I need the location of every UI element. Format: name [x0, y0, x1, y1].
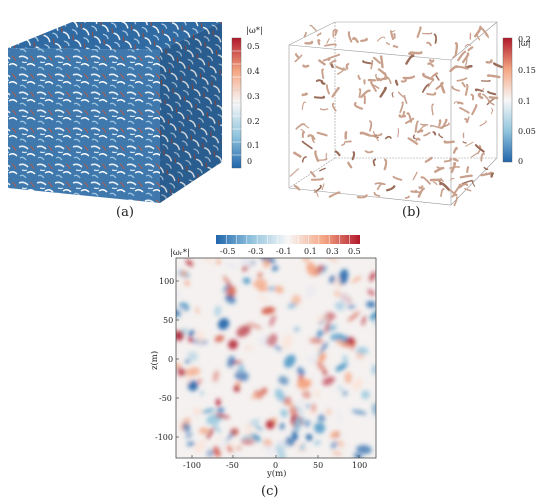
colorbar-c-tick: -0.5 — [220, 247, 235, 256]
y-tick: -100 — [155, 433, 173, 442]
colorbar-b-tick: 0 — [518, 157, 523, 166]
x-axis-label: y(m) — [266, 468, 287, 478]
x-tick: 100 — [352, 461, 367, 470]
colorbar-a-tick: 0.2 — [247, 117, 260, 126]
colorbar-a-tick: 0 — [247, 157, 252, 166]
colorbar-c-tick: -0.1 — [276, 247, 291, 256]
colorbar-b-tick: 0.1 — [518, 97, 531, 106]
cube-front-face — [8, 48, 160, 203]
y-tick: -50 — [159, 394, 172, 403]
y-tick: 50 — [163, 316, 173, 325]
x-tick: 50 — [313, 461, 323, 470]
vorticity-contour-field — [176, 258, 376, 458]
y-axis-label: z(m) — [150, 351, 160, 370]
colorbar-b — [502, 37, 513, 163]
colorbar-b-tick: 0.05 — [518, 127, 536, 136]
colorbar-a-tick: 0.1 — [247, 141, 260, 150]
colorbar-c-label: |ωᵣ*| — [170, 248, 190, 258]
y-tick: 100 — [159, 277, 174, 286]
colorbar-a-tick: 0.4 — [247, 67, 260, 76]
colorbar-c-tick: 0.1 — [304, 247, 317, 256]
colorbar-a-label: |ω*| — [246, 26, 263, 36]
vortex-isosurfaces — [289, 24, 503, 207]
colorbar-b-label: |ω| — [518, 39, 531, 49]
x-tick: -50 — [226, 461, 239, 470]
colorbar-a — [231, 37, 242, 169]
cube-side-face — [160, 22, 222, 203]
colorbar-b-tick: 0.15 — [518, 66, 536, 75]
colorbar-a-tick: 0.3 — [247, 92, 260, 101]
caption-a: (a) — [116, 205, 134, 220]
colorbar-c-tick: -0.3 — [248, 247, 263, 256]
colorbar-a-tick: 0.5 — [247, 42, 260, 51]
panel-c: |ωᵣ*| -0.5 -0.3 -0.1 0.1 0.3 0.5 -100 -5… — [150, 235, 377, 478]
y-tick: 0 — [168, 355, 173, 364]
colorbar-c-tick: 0.3 — [326, 247, 339, 256]
colorbar-b-tick: 0.2 — [518, 35, 531, 44]
colorbar-c-tick: 0.5 — [348, 247, 361, 256]
x-tick: -100 — [183, 461, 201, 470]
cube-top-face — [8, 22, 222, 50]
caption-b: (b) — [402, 205, 421, 220]
caption-c: (c) — [261, 484, 279, 499]
panel-b: |ω| 0.2 0.15 0.1 0.05 0 — [288, 21, 536, 207]
x-tick: 0 — [273, 461, 278, 470]
panel-a: |ω*| 0.5 0.4 0.3 0.2 0.1 0 — [8, 22, 263, 203]
